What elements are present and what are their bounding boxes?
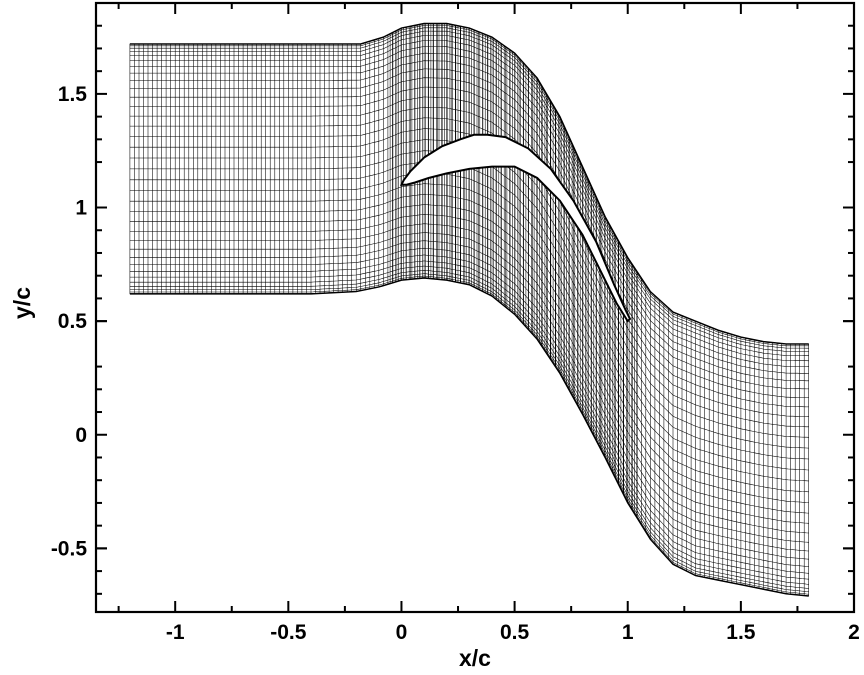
- y-tick-label: 1: [75, 197, 87, 220]
- mesh-line-streamwise: [129, 247, 809, 567]
- mesh-line-streamwise: [129, 260, 809, 580]
- x-tick-label: 0.5: [500, 621, 530, 644]
- x-tick-label: -0.5: [270, 621, 307, 644]
- mesh-line-streamwise: [129, 223, 809, 543]
- y-tick-label: -0.5: [51, 537, 88, 560]
- lower-boundary: [129, 277, 809, 597]
- mesh-line-streamwise: [129, 27, 809, 349]
- y-tick-label: 0.5: [58, 310, 88, 333]
- mesh-line-streamwise: [129, 117, 809, 438]
- x-tick-labels: -1 -0.5 0 0.5 1 1.5 2: [166, 621, 860, 644]
- mesh-line-streamwise: [129, 35, 809, 356]
- mesh-line-streamwise: [129, 270, 809, 589]
- mesh-line-streamwise: [129, 30, 809, 352]
- mesh-line-streamwise: [129, 106, 809, 428]
- mesh-line-streamwise: [129, 40, 809, 362]
- mesh-line-streamwise: [129, 172, 809, 493]
- mesh-line-streamwise: [129, 86, 809, 408]
- cascade-mesh: [129, 23, 809, 597]
- mesh-line-streamwise: [129, 183, 809, 503]
- y-axis-label: y/c: [9, 287, 35, 319]
- mesh-line-streamwise: [129, 128, 809, 449]
- mesh-line-streamwise: [129, 232, 809, 552]
- upper-boundary: [129, 22, 809, 345]
- mesh-line-streamwise: [129, 265, 809, 585]
- mesh-line-streamwise: [129, 60, 809, 382]
- mesh-line-streamwise: [129, 273, 809, 593]
- x-tick-label: 1: [622, 621, 634, 644]
- mesh-line-streamwise: [129, 25, 809, 347]
- axis-ticks: [96, 3, 855, 612]
- mesh-line-streamwise: [129, 52, 809, 374]
- plot-frame: [94, 1, 856, 614]
- x-axis-label: x/c: [459, 645, 491, 671]
- y-tick-label: 0: [75, 424, 87, 447]
- mesh-line-streamwise: [129, 204, 809, 524]
- mesh-line-streamwise: [129, 77, 809, 398]
- y-tick-labels: 1.5 1 0.5 0 -0.5: [51, 83, 88, 561]
- x-tick-label: 0: [396, 621, 408, 644]
- x-tick-label: -1: [166, 621, 185, 644]
- mesh-line-streamwise: [129, 254, 809, 574]
- mesh-line-streamwise: [129, 46, 809, 367]
- mesh-line-streamwise: [129, 193, 809, 514]
- x-tick-label: 2: [848, 621, 860, 644]
- mesh-line-streamwise: [129, 68, 809, 390]
- blade-profile: [399, 133, 632, 323]
- mesh-line-streamwise: [129, 240, 809, 560]
- mesh-line-streamwise: [129, 96, 809, 417]
- blade-walls: [129, 22, 809, 597]
- mesh-line-streamwise: [129, 275, 809, 595]
- x-tick-label: 1.5: [726, 621, 756, 644]
- mesh-line-streamwise: [129, 214, 809, 534]
- y-tick-label: 1.5: [58, 83, 88, 106]
